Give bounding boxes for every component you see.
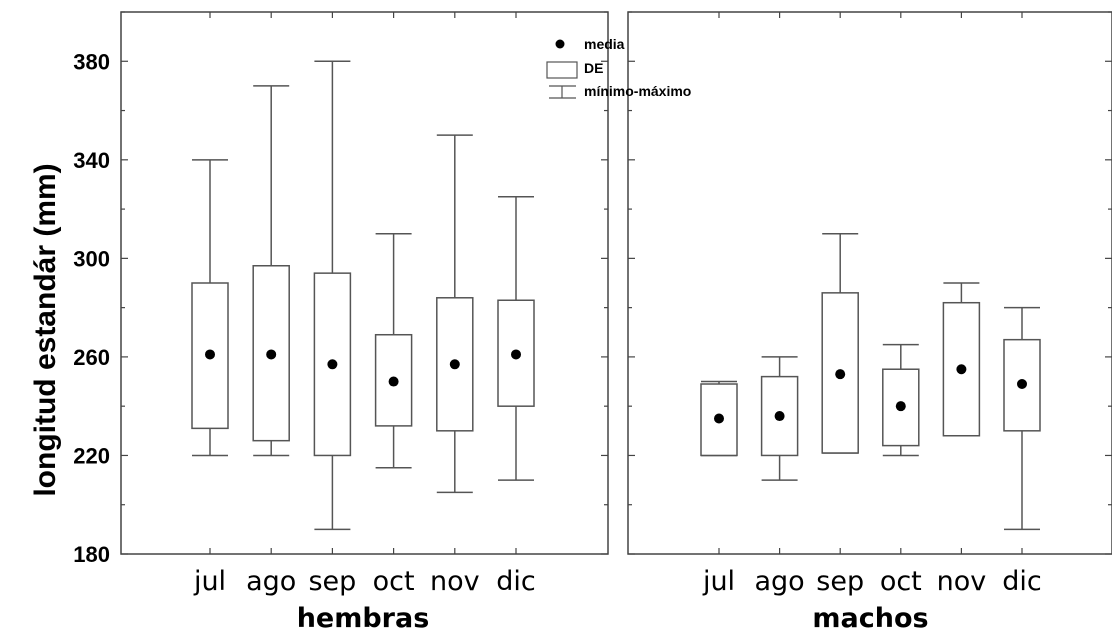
category-label-dic: dic [496, 566, 536, 597]
category-label-sep: sep [308, 566, 356, 597]
boxplot-machos-dic [1003, 306, 1041, 531]
mean-marker [266, 349, 277, 360]
boxplot-hembras-dic [497, 196, 535, 481]
boxplot-machos-jul [700, 380, 738, 457]
boxplot-hembras-oct [374, 232, 413, 469]
panel-hembras: jul ago sep oct nov dic hembras [120, 11, 609, 634]
boxplot-hembras-jul [191, 159, 229, 457]
y-tick-label: 300 [73, 246, 110, 271]
category-label-nov: nov [430, 566, 480, 597]
mean-marker [449, 359, 460, 370]
category-label-ago: ago [754, 566, 804, 597]
sd-box [942, 301, 981, 437]
category-label-nov: nov [937, 566, 987, 597]
group-label-hembras: hembras [297, 603, 430, 634]
sd-box [436, 297, 474, 432]
mean-marker [1017, 379, 1027, 390]
mean-marker [956, 364, 967, 375]
mean-marker [205, 349, 215, 360]
y-tick-label: 340 [73, 148, 110, 173]
mean-marker [774, 411, 785, 422]
y-tick-label: 220 [73, 443, 110, 468]
boxplot-machos-nov [942, 282, 981, 437]
boxplot-hembras-nov [436, 134, 474, 494]
y-tick-label: 260 [73, 345, 110, 370]
legend-box-marker [546, 61, 578, 79]
legend-label-mean: media [584, 36, 625, 52]
group-label-machos: machos [812, 603, 928, 634]
legend-label-minmax: mínimo-máximo [584, 83, 691, 99]
mean-marker [714, 413, 724, 424]
category-label-jul: jul [702, 566, 735, 597]
mean-marker [388, 376, 399, 387]
y-tick-label: 380 [73, 49, 110, 74]
boxplot-machos-ago [760, 356, 799, 481]
mean-marker [895, 401, 906, 412]
boxplot-hembras-sep [313, 60, 352, 531]
boxplot-machos-sep [821, 232, 859, 454]
mean-marker [835, 369, 846, 380]
boxplot-hembras-ago [252, 85, 290, 457]
y-axis-title: longitud estandár (mm) [29, 163, 62, 496]
mean-marker [511, 349, 521, 360]
category-label-oct: oct [373, 566, 415, 597]
y-tick-label: 180 [73, 542, 110, 567]
legend-mean-marker [555, 39, 565, 49]
category-label-sep: sep [816, 566, 864, 597]
legend-whisker-marker [549, 85, 576, 99]
category-label-jul: jul [193, 566, 226, 597]
panel-frame-hembras [120, 11, 609, 555]
panel-machos: jul ago sep oct nov dic machos [627, 11, 1112, 634]
mean-marker [327, 359, 338, 370]
boxplot-machos-oct [882, 343, 920, 457]
category-label-ago: ago [246, 566, 296, 597]
panel-frame-machos [627, 11, 1112, 555]
legend: media DE mínimo-máximo [546, 36, 691, 99]
sd-box [700, 383, 738, 457]
category-label-oct: oct [880, 566, 922, 597]
legend-label-sd: DE [584, 60, 603, 76]
category-label-dic: dic [1002, 566, 1042, 597]
